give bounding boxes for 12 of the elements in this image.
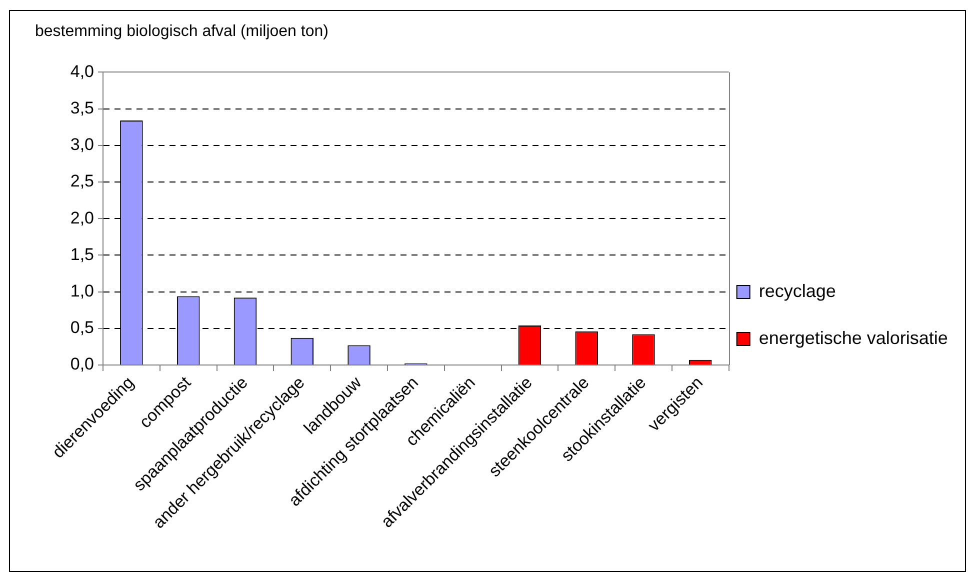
y-tick-label: 0,5 [70, 318, 94, 338]
chart-title: bestemming biologisch afval (miljoen ton) [35, 23, 328, 40]
y-tick-label: 1,5 [70, 244, 94, 264]
y-tick-label: 2,5 [70, 172, 94, 191]
legend-label: recyclage [758, 280, 836, 301]
y-tick-label: 3,0 [70, 135, 94, 154]
y-tick-label: 0,0 [70, 354, 94, 374]
legend-label: energetische valorisatie [758, 328, 948, 348]
y-tick-label: 3,5 [70, 98, 94, 118]
y-tick-label: 4,0 [70, 62, 94, 81]
y-tick-label: 2,0 [70, 208, 94, 228]
y-tick-label: 1,0 [70, 281, 94, 300]
